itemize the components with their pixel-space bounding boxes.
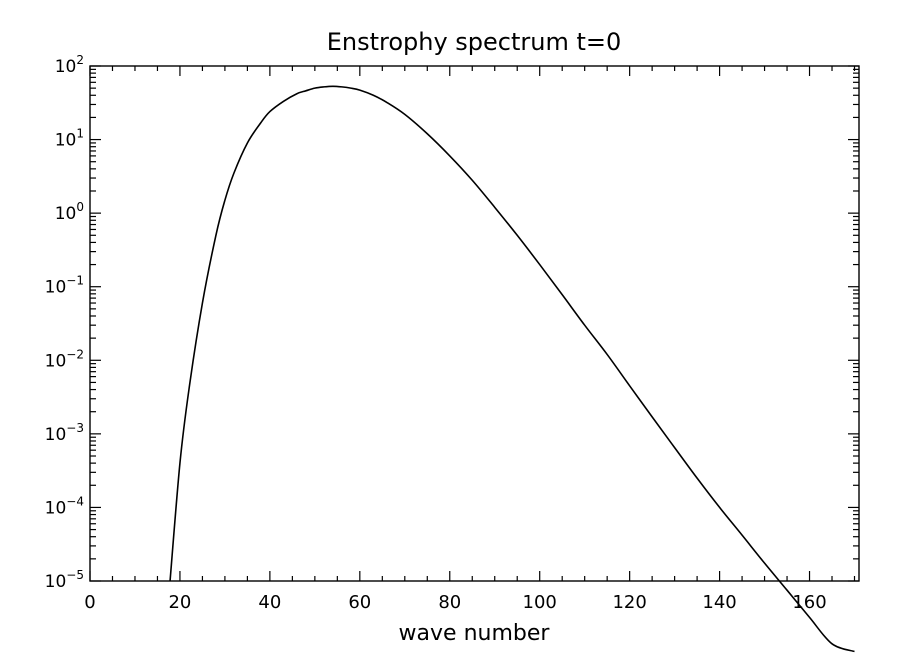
y-tick-label-exponent: −3 [66, 421, 84, 435]
series-group [169, 85, 855, 653]
y-tick-label-exponent: −5 [66, 568, 84, 582]
x-tick-label: 40 [258, 592, 281, 613]
y-tick-label: 10−5 [45, 568, 84, 592]
y-tick-label: 100 [55, 200, 84, 224]
plot-frame [89, 65, 860, 582]
y-tick-label-exponent: −4 [66, 494, 84, 508]
y-tick-label: 102 [55, 53, 84, 77]
x-tick-label: 60 [348, 592, 371, 613]
y-tick-label-base: 10 [55, 131, 77, 151]
x-tick-label: 140 [702, 592, 736, 613]
y-tick-label-base: 10 [55, 204, 77, 224]
y-tick-label-base: 10 [55, 57, 77, 77]
y-tick-label-exponent: 1 [76, 127, 84, 141]
y-tick-label-base: 10 [45, 425, 67, 445]
series-line [169, 85, 855, 653]
x-axis-label: wave number [399, 621, 551, 646]
x-tick-label: 80 [438, 592, 461, 613]
y-tick-label-base: 10 [45, 572, 67, 592]
x-axis: 0 20 40 60 80 100 120 140 160 [84, 66, 856, 613]
x-tick-label: 100 [523, 592, 557, 613]
y-tick-label-exponent: 0 [76, 200, 84, 214]
plot-area: 0 20 40 60 80 100 120 140 160 10210110010−110−21… [45, 53, 860, 653]
y-tick-label-exponent: −1 [66, 274, 84, 288]
chart-title: Enstrophy spectrum t=0 [327, 28, 622, 56]
y-tick-label: 10−1 [45, 274, 84, 298]
y-tick-label: 10−4 [45, 494, 84, 518]
y-tick-label-base: 10 [45, 498, 67, 518]
y-tick-label-base: 10 [45, 351, 67, 371]
x-tick-label: 20 [168, 592, 191, 613]
y-tick-label-base: 10 [45, 278, 67, 298]
y-tick-label: 10−2 [45, 347, 84, 371]
y-tick-label-exponent: 2 [76, 53, 84, 67]
y-tick-label: 10−3 [45, 421, 84, 445]
y-tick-label: 101 [55, 127, 84, 151]
y-tick-label-exponent: −2 [66, 347, 84, 361]
x-tick-label: 0 [84, 592, 95, 613]
x-tick-label: 120 [612, 592, 646, 613]
